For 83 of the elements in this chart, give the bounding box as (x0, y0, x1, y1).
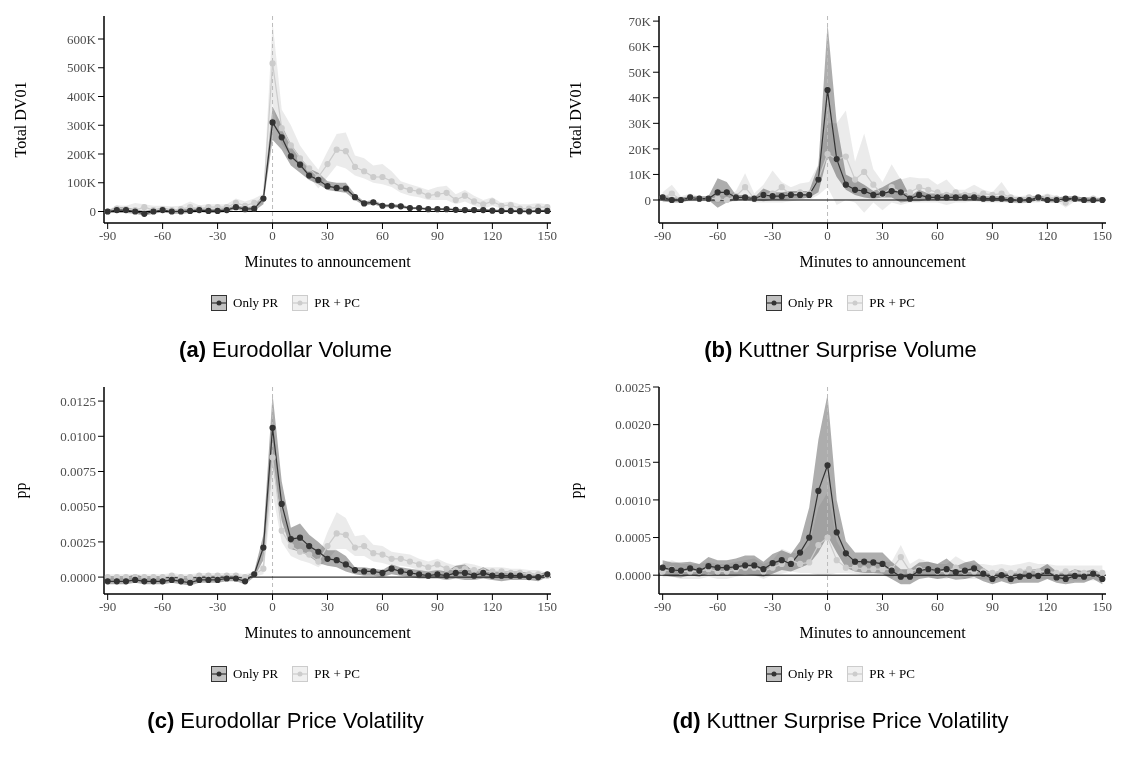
y-tick-label: 30K (628, 115, 652, 131)
y-tick-label: 40K (628, 90, 652, 106)
legend-label: Only PR (233, 295, 279, 311)
y-axis-title: pp (11, 482, 30, 499)
x-tick-label: 30 (876, 599, 889, 615)
x-tick-label: 60 (375, 228, 389, 244)
legend-label: PR + PC (314, 666, 360, 682)
y-axis-title: Total DV01 (11, 81, 29, 158)
y-axis-title: pp (566, 482, 585, 499)
legend-label: Only PR (788, 666, 834, 682)
y-tick-label: 0.0010 (615, 492, 651, 508)
legend-label: Only PR (788, 295, 834, 311)
y-tick-label: 0.0015 (615, 454, 651, 470)
y-tick-label: 50K (628, 64, 652, 80)
x-tick-label: 120 (1037, 599, 1058, 615)
x-tick-label: -90 (653, 228, 672, 244)
x-axis-title: Minutes to announcement (244, 253, 412, 270)
y-axis-title: Total DV01 (566, 81, 584, 158)
x-tick-label: 0 (824, 228, 831, 244)
x-tick-label: -60 (153, 599, 172, 615)
y-tick-label: 0.0020 (615, 417, 651, 433)
x-tick-label: 120 (482, 599, 503, 615)
y-tick-label: 400K (67, 89, 97, 105)
legend-label: PR + PC (314, 295, 360, 311)
x-tick-label: -90 (98, 599, 117, 615)
x-tick-label: 90 (430, 228, 444, 244)
x-tick-label: -60 (708, 228, 727, 244)
y-tick-label: 0.0050 (60, 499, 96, 515)
x-tick-label: -30 (208, 228, 227, 244)
x-axis-title: Minutes to announcement (799, 253, 967, 270)
x-tick-label: -60 (153, 228, 172, 244)
x-axis-title: Minutes to announcement (244, 624, 412, 641)
x-tick-label: -30 (763, 599, 782, 615)
x-tick-label: 30 (321, 599, 334, 615)
text: (a) Eurodollar Volume (178, 337, 393, 363)
x-tick-label: -30 (208, 599, 227, 615)
text: (c) Eurodollar Price Volatility (146, 708, 425, 734)
x-tick-label: 120 (1037, 228, 1058, 244)
y-tick-label: 10K (628, 167, 652, 183)
x-tick-label: 150 (1092, 228, 1113, 244)
x-tick-label: 60 (930, 228, 944, 244)
y-tick-label: 0.0000 (60, 569, 96, 585)
legend-label: Only PR (233, 666, 279, 682)
x-tick-label: -90 (98, 228, 117, 244)
y-tick-label: 0.0025 (60, 534, 96, 550)
x-tick-label: 150 (537, 228, 558, 244)
x-tick-label: 0 (269, 599, 276, 615)
y-tick-label: 600K (67, 31, 97, 47)
x-tick-label: 90 (985, 599, 999, 615)
y-tick-label: 0.0100 (60, 428, 96, 444)
x-tick-label: 90 (430, 599, 444, 615)
legend-label: PR + PC (869, 666, 915, 682)
x-tick-label: -30 (763, 228, 782, 244)
legend-label: PR + PC (869, 295, 915, 311)
x-tick-label: 0 (269, 228, 276, 244)
x-tick-label: -60 (708, 599, 727, 615)
y-tick-label: 500K (67, 60, 97, 76)
x-tick-label: 30 (321, 228, 334, 244)
y-tick-label: 20K (628, 141, 652, 157)
y-tick-label: 0.0005 (615, 530, 651, 546)
x-tick-label: 90 (985, 228, 999, 244)
x-tick-label: 60 (930, 599, 944, 615)
text: (b) Kuttner Surprise Volume (703, 337, 978, 363)
x-tick-label: 0 (824, 599, 831, 615)
y-tick-label: 300K (67, 117, 97, 133)
text: (d) Kuttner Surprise Price Volatility (671, 708, 1010, 734)
x-tick-label: 150 (537, 599, 558, 615)
y-tick-label: 200K (67, 146, 97, 162)
y-tick-label: 70K (628, 13, 652, 29)
x-tick-label: 60 (375, 599, 389, 615)
x-axis-title: Minutes to announcement (799, 624, 967, 641)
y-tick-label: 0 (89, 204, 96, 220)
x-tick-label: -90 (653, 599, 672, 615)
y-tick-label: 60K (628, 39, 652, 55)
x-tick-label: 120 (482, 228, 503, 244)
x-tick-label: 150 (1092, 599, 1113, 615)
x-tick-label: 30 (876, 228, 889, 244)
y-tick-label: 0.0075 (60, 464, 96, 480)
y-tick-label: 100K (67, 175, 97, 191)
y-tick-label: 0.0025 (615, 379, 651, 395)
y-tick-label: 0 (644, 192, 651, 208)
y-tick-label: 0.0125 (60, 393, 96, 409)
y-tick-label: 0.0000 (615, 567, 651, 583)
